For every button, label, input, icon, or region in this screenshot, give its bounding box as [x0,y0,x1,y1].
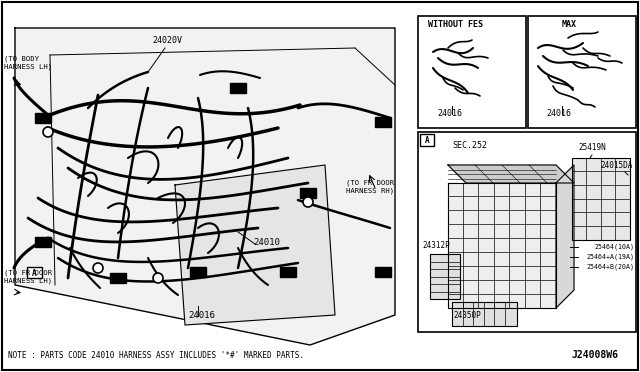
Bar [572,158,630,240]
Text: 24020V: 24020V [152,36,182,45]
Text: NOTE : PARTS CODE 24010 HARNESS ASSY INCLUDES '*#' MARKED PARTS.: NOTE : PARTS CODE 24010 HARNESS ASSY INC… [8,351,304,360]
Bar [418,16,526,128]
Bar [27,267,42,278]
Bar [375,117,391,127]
Circle shape [43,127,53,137]
Bar [418,132,636,332]
Text: 24015DA: 24015DA [600,161,632,170]
Text: J24008W6: J24008W6 [572,350,619,360]
Bar [35,237,51,247]
Text: 24016: 24016 [546,109,571,118]
Polygon shape [448,165,574,183]
Circle shape [303,197,313,207]
Bar [35,113,51,123]
Text: 25419N: 25419N [578,143,605,152]
Bar [420,134,434,146]
Bar [230,83,246,93]
Text: 24016: 24016 [437,109,462,118]
Circle shape [153,273,163,283]
Text: 24016: 24016 [188,311,215,320]
Text: SEC.252: SEC.252 [452,141,487,150]
Bar [430,254,460,299]
Text: 24010: 24010 [253,238,280,247]
Bar [528,16,636,128]
Text: (TO BODY
HARNESS LH): (TO BODY HARNESS LH) [4,55,52,70]
Text: MAX: MAX [562,20,577,29]
Text: 25464+B(20A): 25464+B(20A) [586,263,634,269]
Bar [452,302,517,326]
Text: 24350P: 24350P [453,311,481,320]
Text: A: A [32,269,37,278]
Bar [280,267,296,277]
Text: 24312P: 24312P [422,241,450,250]
Text: (TO FR DOOR
HARNESS LH): (TO FR DOOR HARNESS LH) [4,269,52,283]
Text: WITHOUT FES: WITHOUT FES [428,20,483,29]
Bar [375,267,391,277]
Text: (TO FR DOOR
HARNESS RH): (TO FR DOOR HARNESS RH) [346,179,394,193]
Polygon shape [15,28,395,345]
Text: 25464+A(19A): 25464+A(19A) [586,253,634,260]
Circle shape [93,263,103,273]
Bar [190,267,206,277]
Polygon shape [556,165,574,308]
Text: A: A [425,136,429,145]
Polygon shape [175,165,335,325]
Bar [300,188,316,198]
Polygon shape [448,183,556,308]
Bar [110,273,126,283]
Text: 25464(10A): 25464(10A) [594,243,634,250]
